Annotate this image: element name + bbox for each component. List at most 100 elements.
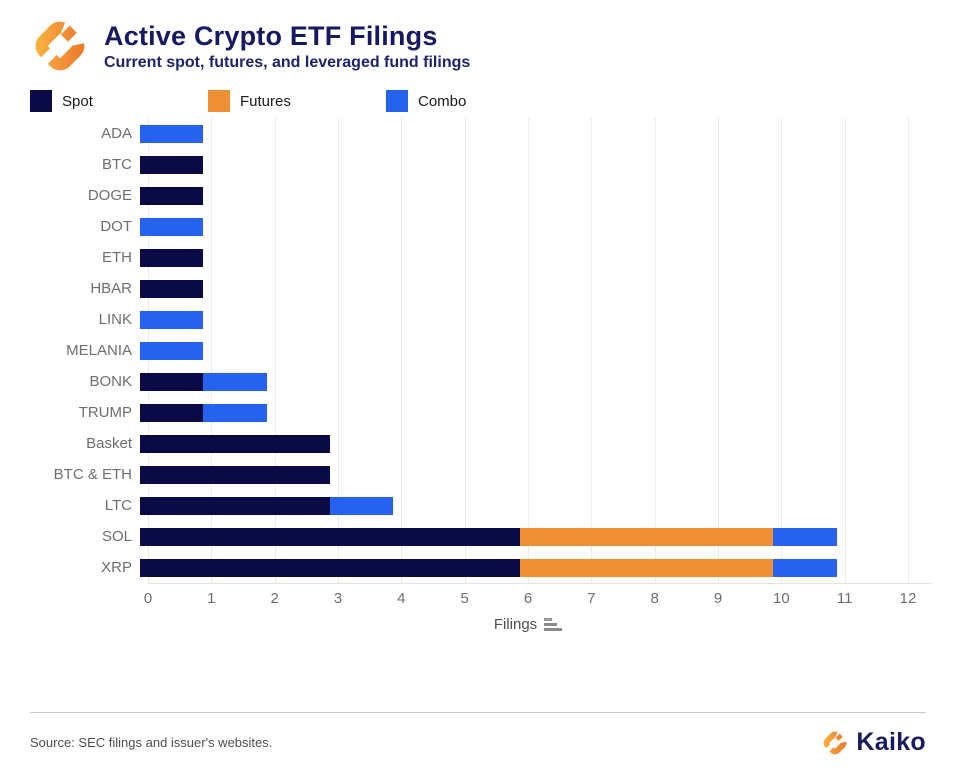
x-axis-title: Filings (493, 615, 538, 633)
x-tick-label: 0 (143, 590, 153, 607)
bar-track (140, 465, 900, 484)
bar-segment-spot (140, 403, 204, 422)
chart-title: Active Crypto ETF Filings (104, 20, 438, 51)
legend: Spot Futures Combo (0, 76, 954, 114)
category-label: Basket (86, 435, 132, 452)
x-axis-ticks: 0 1 2 3 4 5 6 7 8 9 10 11 12 (144, 590, 917, 610)
gridline (274, 118, 276, 583)
bar-segment-spot (140, 248, 204, 267)
category-label: LTC (104, 497, 132, 514)
bar-track (140, 496, 900, 515)
header-text: Active Crypto ETF Filings Current spot, … (104, 21, 470, 72)
legend-swatch (208, 90, 230, 112)
footer-brand-name: Kaiko (856, 728, 926, 756)
bar-segment-spot (140, 186, 204, 205)
x-tick-label: 6 (523, 590, 533, 607)
category-label: DOT (100, 218, 132, 235)
x-tick-label: 5 (460, 590, 469, 607)
chart-subtitle: Current spot, futures, and leveraged fun… (104, 53, 471, 71)
category-label: BTC (102, 156, 132, 173)
bar-segment-combo (140, 341, 204, 360)
bar-track (140, 403, 900, 422)
bar-row: Basket (30, 428, 930, 459)
bar-segment-spot (140, 527, 520, 546)
bar-track (140, 248, 900, 267)
source-note: Source: SEC filings and issuer's website… (30, 735, 273, 750)
bar-segment-spot (140, 465, 330, 484)
kaiko-logo-icon (821, 729, 849, 757)
legend-item-combo[interactable]: Combo (386, 88, 564, 114)
bar-segment-combo (140, 124, 204, 143)
bar-track (140, 186, 900, 205)
category-label: HBAR (90, 280, 132, 297)
bar-track (140, 434, 900, 453)
bar-segment-combo (330, 496, 394, 515)
bar-row: BTC & ETH (30, 459, 930, 490)
category-label: ADA (101, 125, 132, 142)
x-tick-label: 3 (333, 590, 343, 607)
bar-track (140, 558, 900, 577)
legend-label: Spot (62, 92, 93, 110)
bar-track (140, 124, 900, 143)
footer: Source: SEC filings and issuer's website… (30, 712, 926, 776)
x-axis-title-row: Filings (148, 613, 908, 635)
x-tick-label: 1 (207, 590, 216, 607)
sort-bars-ascending-icon[interactable] (544, 617, 563, 631)
bar-row: ETH (30, 242, 930, 273)
bar-row: ADA (30, 118, 930, 149)
bar-row: LTC (30, 490, 930, 521)
legend-item-futures[interactable]: Futures (208, 88, 386, 114)
bar-track (140, 279, 900, 298)
bar-row: XRP (30, 552, 930, 583)
bar-segment-spot (140, 279, 204, 298)
gridline (528, 118, 529, 583)
category-label: SOL (101, 528, 132, 545)
category-label: XRP (101, 559, 132, 576)
bar-row: BONK (30, 366, 930, 397)
gridline (211, 118, 213, 583)
grid-overlay (148, 118, 909, 583)
bar-track (140, 527, 900, 546)
bar-row: DOT (30, 211, 930, 242)
bar-segment-spot (140, 155, 204, 174)
bar-segment-futures (520, 527, 774, 546)
bar-row: LINK (30, 304, 930, 335)
bar-row: MELANIA (30, 335, 930, 366)
gridline (908, 118, 909, 583)
x-tick-label: 8 (650, 590, 659, 607)
gridline (591, 118, 593, 583)
gridline (718, 118, 719, 583)
gridline (781, 118, 783, 583)
gridline (844, 118, 846, 583)
category-label: BTC & ETH (53, 466, 132, 483)
legend-swatch (386, 90, 408, 112)
bar-track (140, 310, 900, 329)
bar-row: SOL (30, 521, 930, 552)
bar-segment-combo (773, 558, 837, 577)
legend-label: Futures (240, 92, 291, 110)
x-tick-label: 2 (270, 590, 279, 607)
bar-segment-combo (203, 403, 267, 422)
category-label: TRUMP (78, 404, 132, 421)
bar-segment-combo (203, 372, 267, 391)
bar-row: TRUMP (30, 397, 930, 428)
x-tick-label: 9 (713, 590, 723, 607)
bar-track (140, 155, 900, 174)
x-tick-label: 11 (836, 590, 853, 607)
bar-segment-spot (140, 434, 330, 453)
bar-segment-futures (520, 558, 774, 577)
x-tick-label: 7 (587, 590, 596, 607)
legend-item-spot[interactable]: Spot (30, 88, 208, 114)
category-label: DOGE (87, 187, 132, 204)
bar-segment-combo (140, 217, 204, 236)
bar-track (140, 372, 900, 391)
x-tick-label: 10 (772, 590, 790, 607)
footer-brand: Kaiko (821, 728, 926, 757)
header: Active Crypto ETF Filings Current spot, … (0, 0, 954, 76)
x-tick-label: 4 (397, 590, 406, 607)
gridline (401, 118, 403, 583)
bar-rows: ADA BTC DOGE DOT ETH HBAR LINK MELANIA BONK TRUMP… (30, 118, 930, 583)
bar-track (140, 341, 900, 360)
x-axis: 0 1 2 3 4 5 6 7 8 9 10 11 12 (144, 583, 932, 613)
